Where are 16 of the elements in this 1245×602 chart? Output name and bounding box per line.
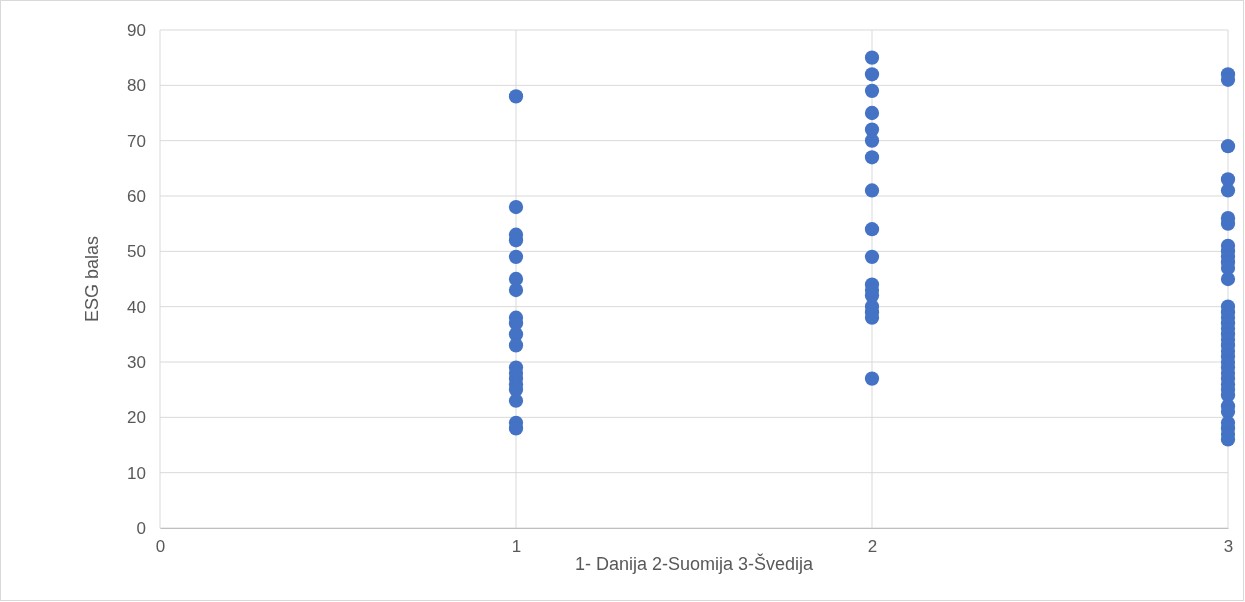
- y-tick-label: 20: [127, 408, 146, 428]
- y-tick-label: 70: [127, 131, 146, 151]
- x-tick-label: 1: [511, 537, 522, 557]
- y-axis-title: ESG balas: [82, 235, 102, 323]
- y-tick-label: 40: [127, 297, 146, 317]
- y-tick-label: 80: [127, 76, 146, 96]
- y-tick-label: 30: [127, 352, 146, 372]
- y-tick-label: 50: [127, 242, 146, 262]
- x-tick-label: 2: [867, 537, 878, 557]
- y-tick-label: 90: [127, 20, 146, 40]
- x-axis-title: 1- Danija 2-Suomija 3-Švedija: [574, 553, 815, 574]
- x-tick-label: 3: [1223, 537, 1234, 557]
- y-tick-label: 60: [127, 186, 146, 206]
- x-tick-label: 0: [155, 537, 166, 557]
- y-tick-label: 0: [136, 518, 146, 538]
- y-tick-label: 10: [127, 463, 146, 483]
